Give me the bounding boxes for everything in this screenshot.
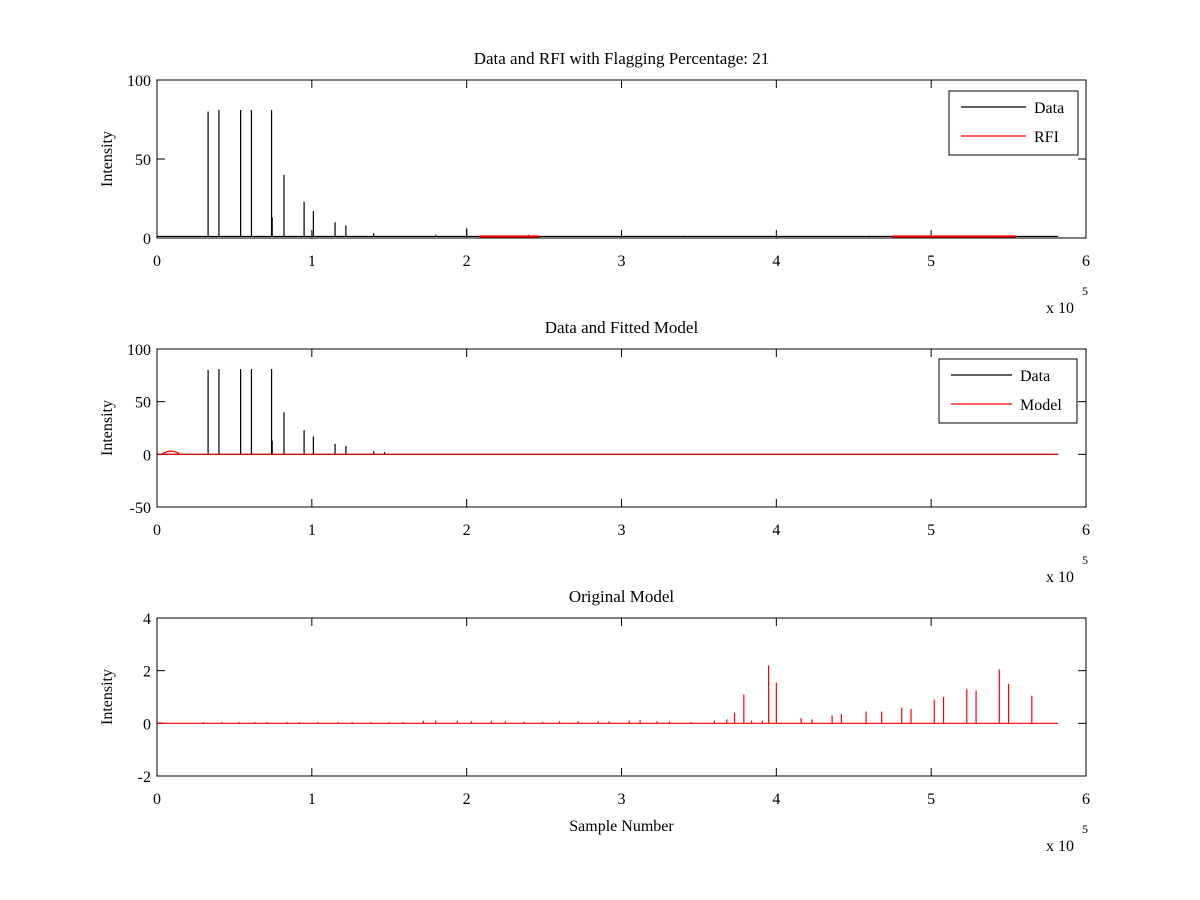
legend-entry: Data [1034,100,1064,117]
x-tick-label: 6 [1082,522,1090,539]
x-tick-label: 1 [308,253,316,270]
y-tick-label: 4 [143,611,151,628]
y-tick-label: 50 [135,152,151,169]
series-model [157,665,1059,724]
chart-panel-1: Data and RFI with Flagging Percentage: 2… [99,49,1090,317]
y-tick-label: 0 [143,716,151,733]
x-multiplier-label: x 10 [1046,300,1074,317]
x-tick-label: 4 [772,253,780,270]
series-model [157,450,1059,455]
axes-frame [156,617,1087,777]
x-tick-label: 5 [927,791,935,808]
x-multiplier-exponent: 5 [1082,553,1088,567]
legend-entry: Data [1020,368,1050,385]
plot-area [157,80,1086,238]
y-tick-label: 0 [143,231,151,248]
x-tick-label: 4 [772,522,780,539]
legend-box [948,90,1079,156]
legend: Data Model [938,358,1078,424]
y-tick-label: 2 [143,664,151,681]
x-tick-label: 5 [927,522,935,539]
legend-box [938,358,1078,424]
x-multiplier-exponent: 5 [1082,284,1088,298]
y-tick-label: 100 [127,342,151,359]
y-tick-label: -50 [130,500,151,517]
y-axis-label: Intensity [99,669,116,725]
y-axis-label: Intensity [99,400,116,456]
x-axis-label: Sample Number [569,818,674,835]
x-tick-label: 2 [463,253,471,270]
x-tick-label: 6 [1082,253,1090,270]
x-multiplier-exponent: 5 [1082,822,1088,836]
y-tick-label: -2 [138,769,151,786]
plot-area [157,349,1086,507]
x-tick-label: 5 [927,253,935,270]
legend-entry: RFI [1034,129,1059,146]
x-tick-label: 1 [308,791,316,808]
y-axis-label: Intensity [99,131,116,187]
x-tick-label: 4 [772,791,780,808]
x-tick-label: 6 [1082,791,1090,808]
y-tick-label: 50 [135,395,151,412]
axes-frame [156,79,1087,239]
x-tick-label: 2 [463,522,471,539]
chart-panel-3: Original Model Intensity Sample Number 0 1 2 3… [99,587,1090,855]
x-tick-label: 0 [153,791,161,808]
model-bump [161,450,181,455]
x-tick-label: 3 [618,522,626,539]
x-tick-label: 1 [308,522,316,539]
y-tick-label: 100 [127,73,151,90]
plot-area [157,618,1086,776]
legend: Data RFI [948,90,1079,156]
x-tick-label: 2 [463,791,471,808]
chart-title: Original Model [569,587,675,606]
x-tick-label: 3 [618,253,626,270]
chart-panel-2: Data and Fitted Model Intensity 0 1 2 3 4 5 6 -50… [99,318,1090,586]
x-tick-label: 0 [153,253,161,270]
x-multiplier-label: x 10 [1046,569,1074,586]
x-multiplier-label: x 10 [1046,838,1074,855]
x-tick-label: 3 [618,791,626,808]
y-tick-label: 0 [143,447,151,464]
chart-title: Data and Fitted Model [545,318,699,337]
x-tick-label: 0 [153,522,161,539]
axes-frame [156,348,1087,508]
legend-entry: Model [1020,397,1062,414]
chart-title: Data and RFI with Flagging Percentage: 2… [474,49,770,68]
